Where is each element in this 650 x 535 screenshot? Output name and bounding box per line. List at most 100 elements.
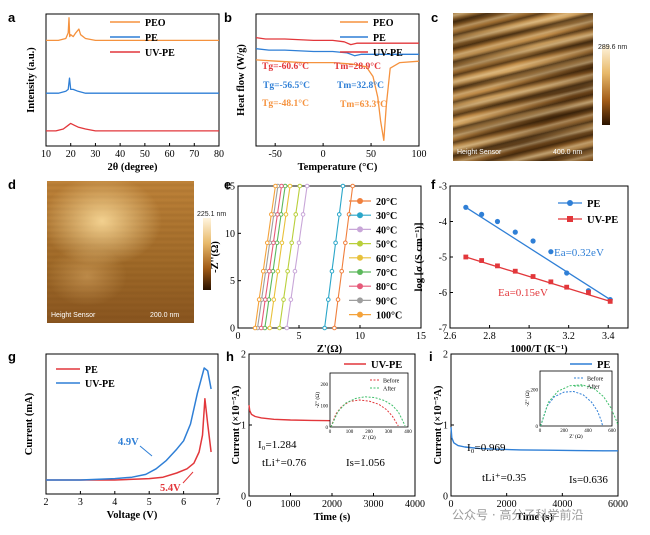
x-tick-label-i: 2000 <box>497 499 517 510</box>
panel-label-h: h <box>226 349 234 364</box>
data-point-80°C <box>262 297 268 302</box>
data-point-20°C <box>332 325 337 331</box>
x-axis-label-a: 2θ (degree) <box>108 162 158 173</box>
inset-x-axis-label: Z' (Ω) <box>362 434 376 441</box>
inset-y-axis-label: -Z'' (Ω) <box>524 390 531 406</box>
data-point-PE <box>564 270 570 276</box>
legend-marker <box>357 226 363 233</box>
x-tick-label-h: 1000 <box>281 499 301 510</box>
fit-line-PE <box>465 206 611 301</box>
data-point-50°C <box>289 240 294 246</box>
x-tick-label-i: 6000 <box>608 499 628 510</box>
y-tick-label-e: 10 <box>225 229 235 240</box>
series-line-60°C <box>269 185 291 329</box>
annotation: I₀=0.969 <box>467 442 506 454</box>
y-axis-label-i: Current (×10⁻⁵A) <box>433 385 444 464</box>
data-point-UV-PE <box>495 263 500 269</box>
legend-entry: UV-PE <box>587 215 618 226</box>
x-tick-label-b: 0 <box>321 149 326 160</box>
x-tick-label-b: 50 <box>366 149 376 160</box>
inset-y-tick-label: 0 <box>536 425 539 430</box>
annotation: Ea=0.32eV <box>554 247 604 259</box>
data-point-40°C <box>292 268 298 274</box>
x-tick-label-a: 20 <box>66 149 76 160</box>
x-axis-label-h: Time (s) <box>314 512 351 523</box>
legend-entry: 20°C <box>376 197 397 208</box>
x-axis-label-e: Z'(Ω) <box>317 344 343 355</box>
data-point-30°C <box>322 325 327 331</box>
data-point-100°C <box>252 325 258 331</box>
data-point-60°C <box>279 240 285 246</box>
inset-frame-h <box>329 372 409 428</box>
annotation: Tg=-48.1°C <box>262 98 309 109</box>
x-tick-label-f: 2.8 <box>483 331 496 342</box>
x-tick-label-g: 7 <box>216 497 221 508</box>
legend-marker <box>357 212 363 219</box>
x-tick-label-b: 100 <box>412 149 427 160</box>
x-tick-label-g: 6 <box>181 497 186 508</box>
y-tick-label-e: 15 <box>225 182 235 193</box>
inset-y-tick-label: 200 <box>321 383 329 388</box>
series-line-20°C <box>333 185 354 329</box>
data-point-UV-PE <box>586 290 591 295</box>
y-tick-label-f: -3 <box>439 182 447 193</box>
y-tick-label-h: 2 <box>241 350 246 361</box>
afm-image-c: Height Sensor 400.0 nm <box>453 13 593 161</box>
afm-colorbar-d <box>203 218 211 290</box>
legend-marker <box>567 216 573 222</box>
x-tick-label-i: 0 <box>449 499 454 510</box>
x-tick-label-f: 3 <box>527 331 532 342</box>
x-axis-label-i: Time (s) <box>516 512 553 523</box>
chart-g: 2 3 4 5 6 7 Voltage (V) Current (mA) PE UV-PE 4.9V… <box>24 353 221 521</box>
inset-x-tick-label: 0 <box>329 430 332 435</box>
x-tick-label-b: -50 <box>269 149 282 160</box>
legend-marker <box>357 311 363 318</box>
legend-marker <box>357 269 363 275</box>
data-point-70°C <box>274 240 280 246</box>
data-point-70°C <box>266 297 272 302</box>
annotation: Tm=28.9°C <box>334 61 381 72</box>
panel-label-f: f <box>431 177 436 192</box>
annotation: tLi⁺=0.76 <box>262 457 307 469</box>
legend-entry: PE <box>587 199 600 210</box>
inset-x-tick-label: 100 <box>346 430 354 435</box>
y-axis-label-a: Intensity (a.u.) <box>26 47 37 113</box>
legend-entry: PE <box>145 33 158 44</box>
legend-entry: 40°C <box>376 225 397 236</box>
legend-entry: PEO <box>373 18 394 29</box>
x-tick-label-a: 70 <box>189 149 199 160</box>
data-point-PE <box>479 211 485 217</box>
data-point-40°C <box>300 212 306 217</box>
data-point-100°C <box>273 183 278 189</box>
x-tick-label-a: 30 <box>90 149 100 160</box>
afm-colorbar-label-c: 289.6 nm <box>598 44 628 51</box>
data-point-UV-PE <box>512 268 518 274</box>
inset-x-tick-label: 400 <box>404 430 412 435</box>
watermark: 公众号 · 高分子科学前沿 <box>452 507 583 522</box>
y-tick-label-f: -7 <box>439 324 447 335</box>
inset-x-tick-label: 200 <box>365 430 373 435</box>
panel-label-d: d <box>8 177 16 192</box>
data-point-30°C <box>340 183 346 189</box>
series-line-PE <box>450 427 618 452</box>
x-axis-label-g: Voltage (V) <box>107 510 158 521</box>
data-point-100°C <box>269 212 274 217</box>
legend-entry: 50°C <box>376 240 397 251</box>
data-point-40°C <box>304 183 310 189</box>
x-tick-label-i: 4000 <box>552 499 572 510</box>
y-tick-label-e: 0 <box>230 324 235 335</box>
x-tick-label-f: 3.2 <box>562 331 575 342</box>
afm-caption-c: Height Sensor <box>457 149 502 156</box>
data-point-50°C <box>297 183 303 189</box>
x-tick-label-g: 2 <box>44 497 49 508</box>
annotation: I₀=1.284 <box>258 439 297 451</box>
series-line-70°C <box>264 185 286 329</box>
data-point-70°C <box>262 325 268 331</box>
x-tick-label-e: 15 <box>416 331 426 342</box>
data-point-80°C <box>258 325 264 331</box>
legend-entry: UV-PE <box>145 48 175 59</box>
chart-f: 2.6 2.8 3 3.2 3.4 -3 -4 -5 -6 -7 1000/T (K⁻¹) log [… <box>414 182 629 355</box>
legend-entry: PEO <box>145 18 166 29</box>
